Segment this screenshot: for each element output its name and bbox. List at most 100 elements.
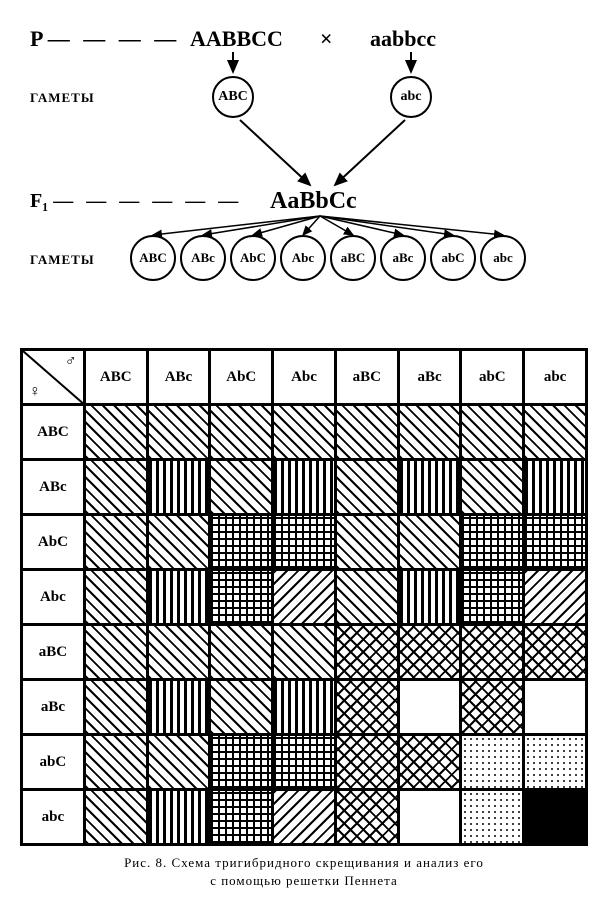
cell-pattern-cross: [337, 681, 397, 733]
cell-pattern-diag45: [525, 406, 585, 458]
row-header: Abc: [22, 570, 85, 625]
row-header: AbC: [22, 515, 85, 570]
punnett-cell: [461, 735, 524, 790]
cell-pattern-cross: [400, 626, 460, 678]
punnett-cell: [210, 515, 273, 570]
punnett-cell: [524, 680, 587, 735]
cell-pattern-diag45: [149, 406, 209, 458]
col-header: Abc: [273, 350, 336, 405]
cell-pattern-diag45: [86, 571, 146, 623]
p-gamete-2: abc: [390, 76, 432, 118]
punnett-cell: [147, 735, 210, 790]
punnett-cell: [273, 515, 336, 570]
punnett-cell: [84, 570, 147, 625]
punnett-cell: [210, 790, 273, 845]
f1-gamete: ABC: [130, 235, 176, 281]
cell-pattern-grid: [274, 516, 334, 568]
punnett-cell: [461, 515, 524, 570]
punnett-cell: [461, 625, 524, 680]
cell-pattern-cross: [337, 626, 397, 678]
punnett-cell: [398, 515, 461, 570]
row-header: ABc: [22, 460, 85, 515]
cross-diagram: P — — — — AABBCC × aabbcc ГАМЕТЫ ABC abc…: [20, 20, 588, 340]
cell-pattern-vert: [400, 571, 460, 623]
col-header: aBc: [398, 350, 461, 405]
cross-symbol: ×: [320, 26, 333, 52]
punnett-cell: [147, 515, 210, 570]
punnett-cell: [524, 405, 587, 460]
cell-pattern-cross: [462, 681, 522, 733]
cell-pattern-grid: [211, 791, 271, 843]
punnett-cell: [524, 460, 587, 515]
cell-pattern-grid: [211, 571, 271, 623]
punnett-cell: [398, 790, 461, 845]
f1-letter: F₁: [30, 190, 48, 212]
cell-pattern-vert: [400, 461, 460, 513]
punnett-cell: [210, 680, 273, 735]
punnett-cell: [147, 625, 210, 680]
row-header: abc: [22, 790, 85, 845]
punnett-cell: [84, 460, 147, 515]
gametes-label-p: ГАМЕТЫ: [30, 90, 95, 106]
f1-gamete: Abc: [280, 235, 326, 281]
punnett-square: ♂ ♀ ABCABcAbCAbcaBCaBcabCabc ABCABcAbCAb…: [20, 348, 588, 846]
cell-pattern-diag135: [274, 791, 334, 843]
f1-gamete: aBc: [380, 235, 426, 281]
cell-pattern-grid: [211, 736, 271, 788]
cell-pattern-diag45: [86, 736, 146, 788]
cell-pattern-diag45: [400, 406, 460, 458]
punnett-cell: [398, 405, 461, 460]
cell-pattern-diag45: [211, 681, 271, 733]
cell-pattern-vert: [274, 461, 334, 513]
cell-pattern-diag45: [149, 626, 209, 678]
punnett-cell: [210, 625, 273, 680]
punnett-cell: [84, 735, 147, 790]
f1-gamete: abc: [480, 235, 526, 281]
punnett-cell: [84, 515, 147, 570]
cell-pattern-solid: [525, 791, 585, 843]
cell-pattern-diag45: [337, 461, 397, 513]
punnett-cell: [335, 680, 398, 735]
punnett-cell: [210, 735, 273, 790]
punnett-cell: [147, 680, 210, 735]
f1-gamete: abC: [430, 235, 476, 281]
p-generation-label: P — — — —: [30, 26, 180, 52]
cell-pattern-diag45: [211, 626, 271, 678]
cell-pattern-diag45: [337, 571, 397, 623]
cell-pattern-diag45: [86, 516, 146, 568]
cell-pattern-diag45: [211, 406, 271, 458]
punnett-cell: [461, 790, 524, 845]
punnett-cell: [524, 790, 587, 845]
col-header: abC: [461, 350, 524, 405]
col-header: ABc: [147, 350, 210, 405]
cell-pattern-vert: [149, 461, 209, 513]
cell-pattern-diag45: [149, 516, 209, 568]
punnett-cell: [84, 680, 147, 735]
punnett-cell: [461, 405, 524, 460]
cell-pattern-vert: [274, 681, 334, 733]
p-dashes: — — — —: [48, 26, 181, 52]
punnett-cell: [524, 625, 587, 680]
punnett-cell: [84, 790, 147, 845]
p-gamete-1: ABC: [212, 76, 254, 118]
cell-pattern-grid: [525, 516, 585, 568]
parent1-genotype: AABBCC: [190, 26, 283, 52]
punnett-cell: [84, 405, 147, 460]
punnett-cell: [524, 570, 587, 625]
cell-pattern-white: [525, 681, 585, 733]
cell-pattern-grid: [462, 516, 522, 568]
punnett-cell: [273, 625, 336, 680]
cell-pattern-white: [400, 681, 460, 733]
cell-pattern-cross: [525, 626, 585, 678]
col-header: abc: [524, 350, 587, 405]
cell-pattern-diag45: [86, 406, 146, 458]
punnett-cell: [210, 570, 273, 625]
cell-pattern-diag45: [462, 406, 522, 458]
cell-pattern-dots: [525, 736, 585, 788]
f1-gamete: ABc: [180, 235, 226, 281]
cell-pattern-cross: [462, 626, 522, 678]
cell-pattern-grid: [462, 571, 522, 623]
cell-pattern-diag45: [274, 626, 334, 678]
cell-pattern-diag45: [149, 736, 209, 788]
punnett-cell: [335, 405, 398, 460]
